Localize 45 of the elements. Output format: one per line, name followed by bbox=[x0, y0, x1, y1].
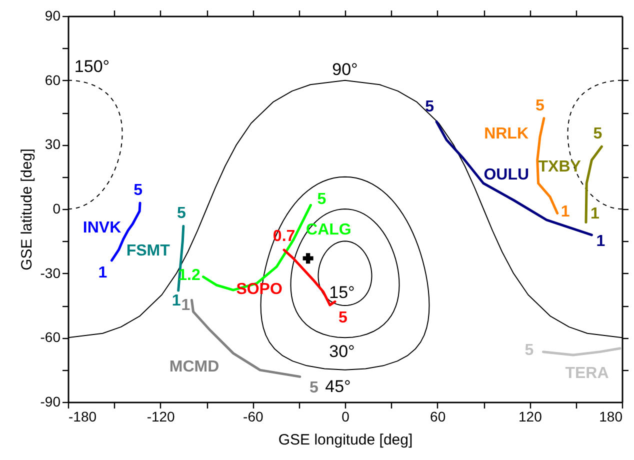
line-series bbox=[584, 145, 603, 224]
annotation: 5 bbox=[536, 97, 545, 114]
y-tick-label: -90 bbox=[40, 394, 61, 410]
annotation: 5 bbox=[524, 342, 534, 359]
annotation: 5 bbox=[134, 182, 143, 199]
annotation: 45° bbox=[325, 377, 351, 396]
y-tick-label: 0 bbox=[52, 200, 61, 216]
annotation: 90° bbox=[332, 60, 358, 79]
x-tick-label: 60 bbox=[430, 408, 446, 424]
x-tick-label: 180 bbox=[599, 408, 623, 424]
annotation: 15° bbox=[329, 283, 355, 302]
x-tick-label: 120 bbox=[518, 408, 542, 424]
x-tick-label: -180 bbox=[68, 408, 97, 424]
annotation: 30° bbox=[329, 342, 355, 361]
annotation: 1 bbox=[172, 292, 181, 310]
annotation: 1 bbox=[596, 232, 606, 250]
series-label: TERA bbox=[565, 364, 610, 382]
series-label: INVK bbox=[82, 219, 122, 236]
series-label: MCMD bbox=[169, 358, 220, 376]
annotation: 5 bbox=[176, 205, 186, 222]
annotation: 5 bbox=[317, 191, 326, 208]
series-label: FSMT bbox=[126, 242, 170, 260]
annotation: 5 bbox=[309, 380, 318, 397]
series-label: OULU bbox=[484, 166, 530, 184]
annotation: 1 bbox=[560, 203, 570, 220]
x-tick-label: -60 bbox=[243, 408, 264, 424]
y-tick-label: -60 bbox=[40, 329, 61, 346]
y-tick-label: -30 bbox=[40, 264, 61, 281]
annotation: 5 bbox=[338, 310, 348, 327]
y-tick-label: 30 bbox=[44, 136, 61, 152]
series-label: NRLK bbox=[484, 125, 529, 142]
x-tick-label: -120 bbox=[146, 408, 176, 424]
annotation: 1 bbox=[590, 205, 600, 222]
series-label: CALG bbox=[306, 221, 352, 238]
annotation: 5 bbox=[425, 98, 434, 116]
line-series bbox=[435, 120, 593, 236]
x-tick-label: 0 bbox=[342, 408, 350, 424]
annotation: 1 bbox=[181, 297, 190, 314]
x-axis-title: GSE longitude [deg] bbox=[278, 432, 413, 448]
y-tick-label: 60 bbox=[44, 72, 61, 88]
annotation: 150° bbox=[74, 57, 110, 76]
y-axis-title: GSE latitude [deg] bbox=[18, 148, 36, 270]
annotation: 1 bbox=[98, 264, 108, 282]
annotation: 5 bbox=[593, 126, 602, 143]
y-tick-label: 90 bbox=[44, 8, 61, 24]
